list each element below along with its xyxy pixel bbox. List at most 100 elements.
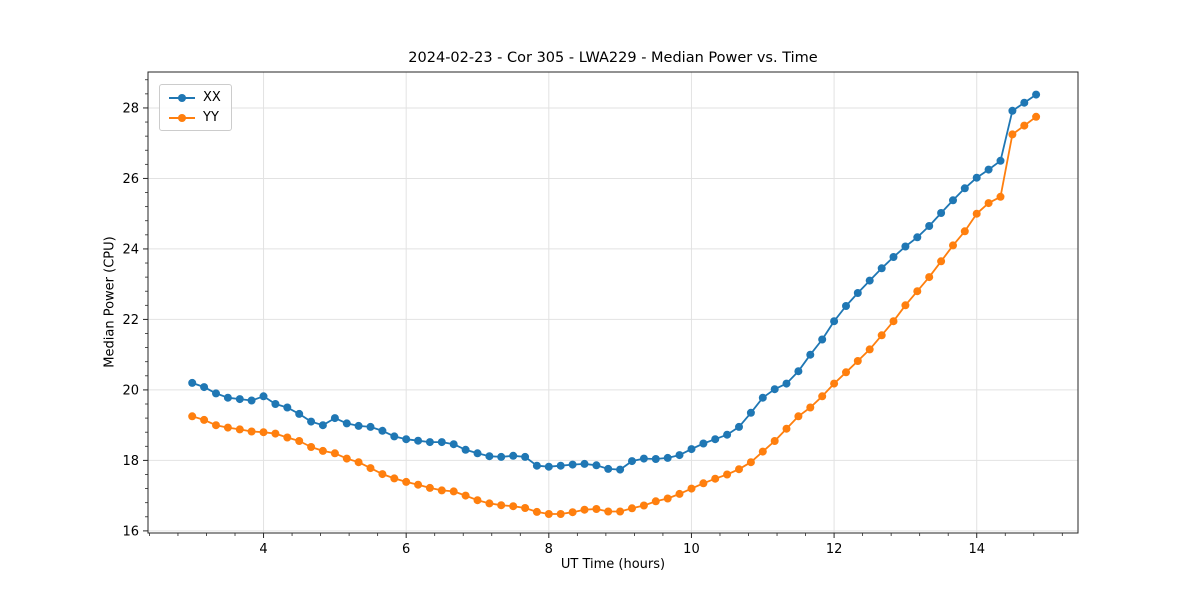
data-point bbox=[580, 505, 589, 514]
series-xx-marker-icon bbox=[169, 93, 195, 102]
data-point bbox=[437, 486, 446, 495]
major-ticks bbox=[143, 107, 978, 538]
data-point bbox=[628, 504, 636, 513]
data-point bbox=[556, 461, 565, 470]
data-point bbox=[223, 393, 232, 402]
data-point bbox=[497, 452, 506, 461]
data-point bbox=[556, 510, 565, 518]
data-point bbox=[877, 331, 886, 340]
series-xx bbox=[188, 90, 1041, 474]
data-point bbox=[425, 483, 434, 492]
data-point bbox=[901, 242, 910, 251]
data-point bbox=[592, 461, 601, 470]
data-point bbox=[711, 435, 720, 444]
data-point bbox=[770, 437, 779, 445]
series-yy bbox=[188, 112, 1041, 518]
x-axis-label: UT Time (hours) bbox=[560, 557, 666, 572]
data-point bbox=[889, 317, 898, 326]
data-point bbox=[984, 165, 993, 174]
data-point bbox=[889, 253, 898, 261]
data-point bbox=[247, 427, 256, 436]
plot-border bbox=[147, 71, 1079, 534]
data-point bbox=[568, 508, 577, 517]
data-point bbox=[437, 438, 446, 447]
tick-labels: 4 6 8 10 12 14 16 18 20 22 24 26 28 bbox=[122, 101, 985, 557]
data-point bbox=[1008, 130, 1017, 139]
data-point bbox=[271, 400, 280, 408]
data-point bbox=[212, 421, 220, 430]
data-point bbox=[414, 480, 423, 489]
data-point bbox=[485, 452, 494, 461]
data-point bbox=[628, 457, 636, 466]
data-point bbox=[937, 257, 946, 266]
data-point bbox=[651, 455, 660, 463]
data-point bbox=[414, 436, 423, 445]
legend-label-yy: YY bbox=[203, 110, 219, 125]
data-point bbox=[687, 445, 696, 454]
data-point bbox=[723, 470, 732, 479]
data-point bbox=[949, 241, 957, 250]
data-point bbox=[746, 408, 755, 417]
data-point bbox=[497, 501, 506, 510]
legend-item-yy: YY bbox=[169, 111, 221, 124]
x-tick-label: 4 bbox=[259, 542, 267, 557]
data-point bbox=[616, 507, 625, 516]
y-tick-label: 18 bbox=[122, 454, 139, 469]
data-point bbox=[877, 264, 886, 273]
data-point bbox=[960, 227, 969, 236]
data-point bbox=[770, 385, 779, 394]
y-tick-label: 24 bbox=[122, 242, 139, 257]
data-point bbox=[283, 433, 292, 442]
y-tick-label: 28 bbox=[122, 101, 139, 116]
data-point bbox=[663, 494, 672, 503]
data-point bbox=[295, 409, 304, 418]
data-point bbox=[1032, 112, 1041, 121]
y-tick-label: 22 bbox=[122, 313, 139, 328]
data-point bbox=[449, 440, 458, 449]
data-point bbox=[461, 491, 470, 500]
data-point bbox=[200, 383, 209, 392]
data-point bbox=[735, 465, 743, 474]
data-point bbox=[1020, 98, 1029, 107]
data-point bbox=[212, 389, 220, 398]
data-point bbox=[366, 464, 375, 473]
data-point bbox=[663, 453, 672, 462]
data-point bbox=[402, 477, 411, 486]
data-point bbox=[675, 451, 684, 460]
data-point bbox=[580, 459, 589, 468]
data-point bbox=[758, 447, 767, 456]
data-point bbox=[782, 424, 791, 433]
chart-title: 2024-02-23 - Cor 305 - LWA229 - Median P… bbox=[408, 50, 818, 66]
data-point bbox=[330, 449, 339, 458]
data-point bbox=[247, 396, 256, 405]
y-tick-label: 26 bbox=[122, 172, 139, 187]
grid bbox=[148, 72, 1078, 533]
data-point bbox=[996, 156, 1005, 165]
y-axis-label: Median Power (CPU) bbox=[102, 236, 118, 368]
data-point bbox=[235, 425, 244, 434]
data-point bbox=[188, 412, 197, 421]
data-point bbox=[461, 445, 470, 454]
data-point bbox=[449, 487, 458, 496]
data-point bbox=[1020, 121, 1029, 130]
data-point bbox=[509, 451, 518, 460]
data-point bbox=[842, 368, 850, 377]
data-point bbox=[996, 192, 1005, 201]
data-point bbox=[616, 465, 625, 474]
data-point bbox=[223, 423, 232, 432]
data-point bbox=[806, 403, 815, 412]
y-tick-label: 16 bbox=[122, 524, 139, 539]
data-point bbox=[1008, 106, 1017, 115]
data-point bbox=[390, 474, 399, 483]
data-point bbox=[485, 499, 494, 508]
data-point bbox=[354, 458, 363, 467]
x-tick-label: 6 bbox=[402, 542, 410, 557]
data-point bbox=[830, 317, 839, 326]
data-point bbox=[354, 421, 363, 430]
data-point bbox=[949, 196, 957, 205]
data-point bbox=[794, 367, 803, 376]
data-point bbox=[509, 502, 518, 511]
data-point bbox=[544, 510, 553, 518]
